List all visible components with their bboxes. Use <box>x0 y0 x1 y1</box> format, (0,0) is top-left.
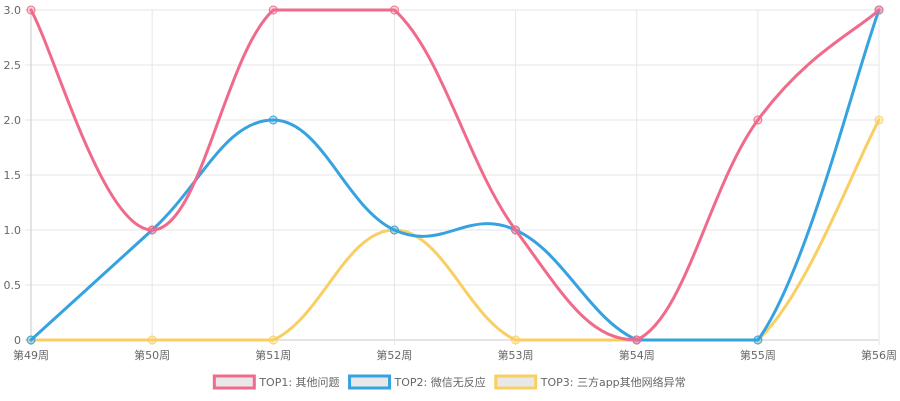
x-tick-label: 第56周 <box>861 348 897 362</box>
x-tick-label: 第54周 <box>619 348 655 362</box>
y-tick-label: 0 <box>14 334 21 347</box>
data-point-3-2[interactable] <box>147 335 157 345</box>
y-tick-label: 2.0 <box>4 114 22 127</box>
x-tick-label: 第49周 <box>13 348 49 362</box>
legend-swatch <box>212 374 256 390</box>
data-point-1-4[interactable] <box>389 5 399 15</box>
data-point-1-3[interactable] <box>268 5 278 15</box>
x-tick-label: 第50周 <box>134 348 170 362</box>
data-point-2-7[interactable] <box>753 335 763 345</box>
y-tick-label: 0.5 <box>4 279 22 292</box>
y-axis-ticks: 0 0.5 1.0 1.5 2.0 2.5 3.0 <box>4 4 22 347</box>
x-tick-label: 第52周 <box>376 348 412 362</box>
y-tick-label: 1.5 <box>4 169 22 182</box>
data-point-3-3[interactable] <box>268 335 278 345</box>
legend-item-1[interactable]: TOP1: 其他问题 <box>212 374 340 390</box>
data-point-1-5[interactable] <box>511 225 521 235</box>
legend-label: TOP1: 其他问题 <box>258 376 339 389</box>
data-point-1-8[interactable] <box>874 5 884 15</box>
y-tick-label: 2.5 <box>4 59 22 72</box>
legend-item-2[interactable]: TOP2: 微信无反应 <box>348 374 486 390</box>
data-point-1-1[interactable] <box>26 5 36 15</box>
x-tick-label: 第55周 <box>740 348 776 362</box>
data-point-1-2[interactable] <box>147 225 157 235</box>
legend-label: TOP3: 三方app其他网络异常 <box>540 375 686 389</box>
legend[interactable]: TOP1: 其他问题 TOP2: 微信无反应 TOP3: 三方app其他网络异常 <box>212 374 686 390</box>
data-point-3-8[interactable] <box>874 115 884 125</box>
legend-item-3[interactable]: TOP3: 三方app其他网络异常 <box>494 374 686 390</box>
y-tick-label: 1.0 <box>4 224 22 237</box>
grid <box>25 9 880 345</box>
y-tick-label: 3.0 <box>4 4 22 17</box>
x-tick-label: 第53周 <box>498 348 534 362</box>
data-point-2-4[interactable] <box>389 225 399 235</box>
data-point-2-1[interactable] <box>26 335 36 345</box>
legend-swatch <box>348 374 392 390</box>
series-line-1 <box>29 8 881 342</box>
x-tick-label: 第51周 <box>255 348 291 362</box>
data-point-2-3[interactable] <box>268 115 278 125</box>
legend-swatch <box>494 374 538 390</box>
data-point-1-7[interactable] <box>753 115 763 125</box>
legend-label: TOP2: 微信无反应 <box>394 375 486 389</box>
x-axis-ticks: 第49周 第50周 第51周 第52周 第53周 第54周 第55周 第56周 <box>13 348 897 362</box>
data-point-3-5[interactable] <box>511 335 521 345</box>
series <box>26 5 884 345</box>
series-line-2 <box>29 8 881 342</box>
data-point-1-6[interactable] <box>632 335 642 345</box>
